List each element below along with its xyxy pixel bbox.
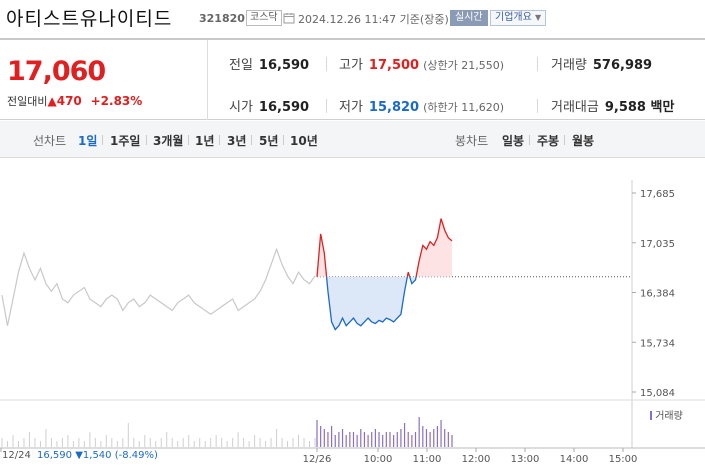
change-amount: 470	[56, 94, 82, 108]
volume-legend-swatch	[650, 411, 652, 420]
tab-divider	[146, 135, 147, 145]
y-tick-label: 15,084	[640, 388, 675, 399]
stat-low: 저가 15,820 (하한가 11,620)	[339, 96, 504, 115]
stat-volume: 거래량 576,989	[551, 54, 652, 73]
x-tick-label: 11:00	[413, 454, 442, 465]
tab-divider	[283, 135, 284, 145]
tab-5-years[interactable]: 5년	[259, 134, 279, 148]
price-summary: 17,060 전일대비▲470 +2.83% 전일 16,590 고가 17,500…	[0, 38, 705, 120]
chevron-down-icon: ▼	[535, 13, 542, 22]
stat-value: 15,820	[368, 100, 420, 115]
tab-1-week[interactable]: 1주일	[110, 134, 141, 148]
chart-period-tabs: 선차트 1일 1주일 3개월 1년 3년 5년 10년 봉차트 일봉 주봉 월봉	[0, 121, 705, 158]
tab-1-year[interactable]: 1년	[195, 134, 215, 148]
realtime-button[interactable]: 실시간	[450, 10, 488, 26]
prev-day-close: 16,590	[37, 450, 73, 461]
x-tick-label: 10:00	[364, 454, 393, 465]
change-percent: +2.83%	[90, 94, 143, 108]
today-price-line-up	[316, 218, 453, 277]
tab-divider	[251, 135, 252, 145]
market-badge: 코스닥	[246, 10, 282, 26]
stat-label: 전일	[229, 58, 253, 73]
divider	[326, 57, 327, 71]
divider	[326, 99, 327, 113]
tab-3-months[interactable]: 3개월	[153, 134, 184, 148]
volume-legend-label: 거래량	[655, 411, 683, 422]
tab-10-years[interactable]: 10년	[290, 134, 318, 148]
y-tick-label: 16,384	[640, 289, 675, 300]
upper-limit: (상한가 21,550)	[423, 59, 505, 72]
stat-value: 16,590	[258, 100, 310, 115]
prev-day-percent: (-8.49%)	[114, 450, 158, 461]
tab-divider	[529, 135, 530, 145]
stat-value: 17,500	[368, 58, 420, 73]
tab-divider	[219, 135, 220, 145]
lower-limit: (하한가 11,620)	[423, 101, 505, 114]
tab-3-years[interactable]: 3년	[227, 134, 247, 148]
change-label: 전일대비	[7, 95, 48, 108]
up-triangle-icon: ▲	[47, 94, 57, 108]
stat-label: 거래대금	[551, 100, 599, 115]
tab-divider	[102, 135, 103, 145]
prev-day-date: 12/24	[2, 450, 31, 461]
stat-open: 시가 16,590	[229, 96, 309, 115]
stat-high: 고가 17,500 (상한가 21,550)	[339, 54, 504, 73]
timestamp: 2024.12.26 11:47 기준(장중)	[298, 13, 449, 26]
divider	[537, 99, 538, 113]
stock-name: 아티스트유나이티드	[6, 8, 173, 30]
stat-label: 시가	[229, 100, 253, 115]
prev-day-summary: 12/24 16,590 ▼1,540 (-8.49%)	[2, 450, 158, 461]
today-price-line-down	[317, 276, 417, 331]
stock-code: 321820	[199, 12, 245, 25]
x-tick-label: 12/26	[303, 454, 332, 465]
x-tick-label: 13:00	[511, 454, 540, 465]
down-triangle-icon: ▼	[75, 450, 83, 461]
x-tick-label: 12:00	[462, 454, 491, 465]
tab-1-day[interactable]: 1일	[78, 134, 98, 148]
x-tick-label: 14:00	[560, 454, 589, 465]
calendar-icon	[283, 13, 295, 24]
tab-divider	[564, 135, 565, 145]
volume-legend: 거래량	[650, 407, 683, 422]
company-info-label: 기업개요	[495, 12, 532, 23]
tab-divider	[188, 135, 189, 145]
price-change: 전일대비▲470 +2.83%	[7, 93, 142, 109]
stat-prev-close: 전일 16,590	[229, 54, 309, 73]
stock-header: 아티스트유나이티드 321820 코스닥 2024.12.26 11:47 기준…	[0, 0, 705, 38]
stat-label: 거래량	[551, 58, 587, 73]
line-chart-label: 선차트	[33, 134, 67, 148]
prev-day-price-line	[1, 247, 316, 326]
divider	[537, 57, 538, 71]
stat-value: 576,989	[592, 58, 653, 73]
y-tick-label: 17,685	[640, 189, 675, 200]
stat-value: 16,590	[258, 58, 310, 73]
tab-daily-candle[interactable]: 일봉	[502, 134, 525, 148]
candle-chart-label: 봉차트	[455, 134, 489, 148]
y-tick-label: 17,035	[640, 239, 675, 250]
y-tick-label: 15,734	[640, 338, 675, 349]
x-tick-label: 15:00	[609, 454, 638, 465]
stat-label: 저가	[339, 100, 363, 115]
stat-amount: 거래대금 9,588 백만	[551, 96, 674, 115]
tab-monthly-candle[interactable]: 월봉	[572, 134, 595, 148]
tab-weekly-candle[interactable]: 주봉	[537, 134, 560, 148]
prev-day-change: 1,540	[82, 450, 112, 461]
current-price: 17,060	[7, 56, 106, 87]
stat-value: 9,588 백만	[604, 100, 675, 115]
stat-label: 고가	[339, 58, 363, 73]
price-area-below-reference	[326, 276, 417, 330]
current-price-box: 17,060 전일대비▲470 +2.83%	[0, 40, 208, 120]
company-info-dropdown[interactable]: 기업개요 ▼	[490, 10, 547, 26]
